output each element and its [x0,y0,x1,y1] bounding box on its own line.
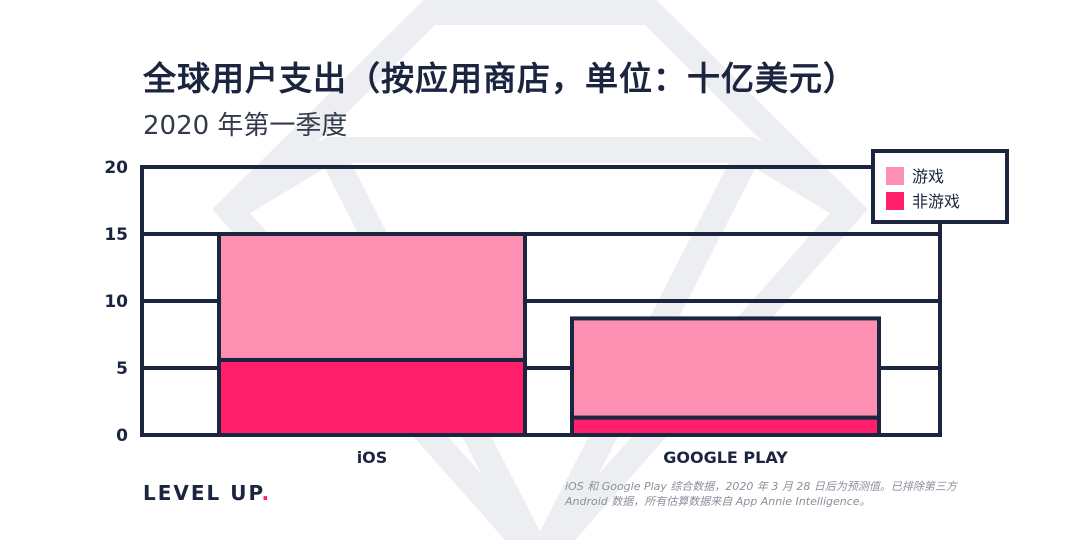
legend-swatch [886,192,904,210]
y-tick-label: 15 [104,225,128,245]
legend-label: 游戏 [912,167,944,186]
footnote-line: iOS 和 Google Play 综合数据，2020 年 3 月 28 日后为… [565,480,957,493]
bar-game [570,316,881,420]
y-tick-label: 20 [104,158,128,178]
chart-subtitle: 2020 年第一季度 [143,111,348,141]
x-tick-label: iOS [357,448,388,467]
bar-non-game [217,357,527,437]
brand-logo: LEVEL UP. [143,481,271,505]
y-tick-label: 0 [116,426,128,446]
legend-box [871,149,1009,224]
footnote: iOS 和 Google Play 综合数据，2020 年 3 月 28 日后为… [565,479,985,509]
footnote-line: Android 数据，所有估算数据来自 App Annie Intelligen… [565,495,871,508]
y-tick-label: 10 [104,292,128,312]
brand-dot: . [261,481,272,505]
bar-non-game [570,415,881,437]
bar-game [217,232,527,362]
legend-swatch [886,167,904,185]
chart-title: 全球用户支出（按应用商店，单位：十亿美元） [143,59,857,98]
y-tick-label: 5 [116,359,128,379]
legend-label: 非游戏 [912,192,960,211]
x-tick-label: GOOGLE PLAY [663,448,788,467]
brand-text: LEVEL UP [143,481,262,505]
